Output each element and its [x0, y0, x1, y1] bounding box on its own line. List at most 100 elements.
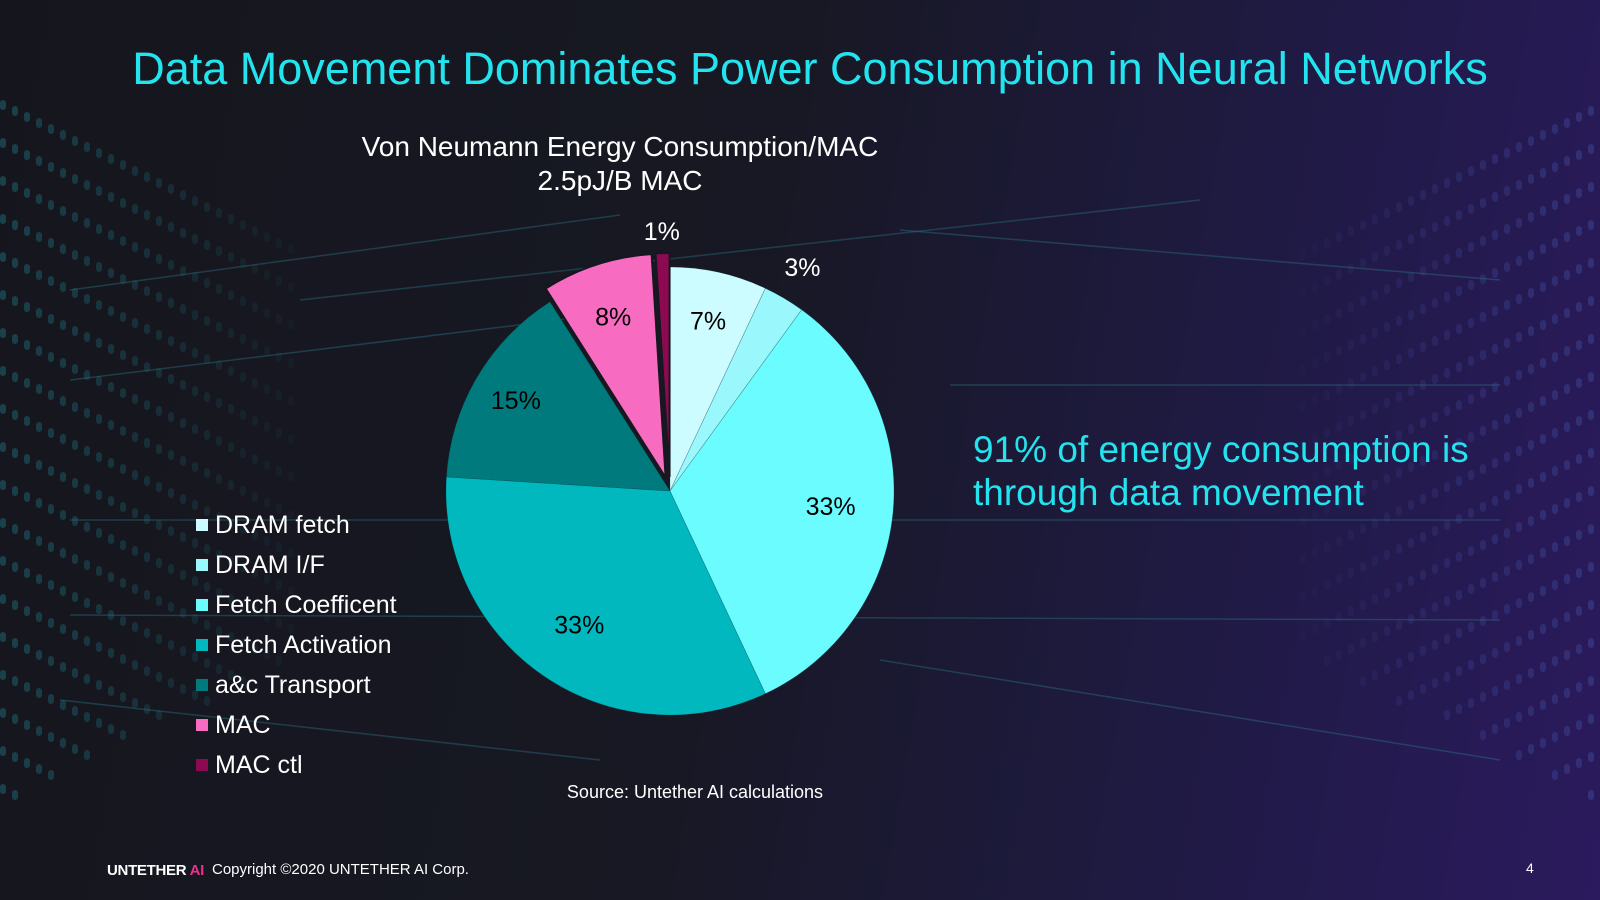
background-dot	[168, 184, 174, 194]
background-dot	[1552, 428, 1558, 438]
background-dot	[120, 616, 126, 626]
background-dot	[48, 580, 54, 590]
background-dot	[1420, 646, 1426, 656]
background-dot	[132, 318, 138, 328]
background-dot	[1300, 440, 1306, 450]
background-dot	[12, 676, 18, 686]
background-dot	[1516, 446, 1522, 456]
background-dot	[120, 426, 126, 436]
background-dot	[240, 410, 246, 420]
background-dot	[96, 376, 102, 386]
background-dot	[1504, 680, 1510, 690]
background-dot	[1408, 462, 1414, 472]
background-dot	[1456, 248, 1462, 258]
background-dot	[228, 214, 234, 224]
background-dot	[84, 294, 90, 304]
background-dot	[1312, 282, 1318, 292]
background-line	[69, 214, 621, 291]
background-dot	[1456, 362, 1462, 372]
legend-item: DRAM I/F	[196, 545, 397, 585]
background-dot	[60, 396, 66, 406]
background-dot	[264, 612, 270, 622]
background-dot	[60, 472, 66, 482]
background-dot	[1444, 482, 1450, 492]
background-dot	[1552, 390, 1558, 400]
background-dot	[1504, 604, 1510, 614]
background-dot	[156, 596, 162, 606]
background-dot	[1360, 524, 1366, 534]
background-dot	[192, 234, 198, 244]
background-dot	[120, 502, 126, 512]
background-dot	[60, 130, 66, 140]
background-dot	[156, 178, 162, 188]
background-line	[879, 659, 1501, 761]
background-dot	[0, 670, 6, 680]
background-dot	[48, 656, 54, 666]
background-dot	[72, 174, 78, 184]
background-dot	[1432, 298, 1438, 308]
background-dot	[1408, 272, 1414, 282]
background-dot	[84, 370, 90, 380]
background-dot	[1360, 258, 1366, 268]
background-dot	[132, 356, 138, 366]
background-dot	[264, 536, 270, 546]
background-dot	[132, 508, 138, 518]
background-dot	[1540, 434, 1546, 444]
background-dot	[192, 272, 198, 282]
background-dot	[12, 638, 18, 648]
legend-label: MAC	[215, 711, 271, 739]
background-dot	[1576, 720, 1582, 730]
background-dot	[1564, 498, 1570, 508]
background-dot	[228, 632, 234, 642]
background-dot	[48, 542, 54, 552]
background-dot	[96, 528, 102, 538]
background-dot	[264, 574, 270, 584]
background-dot	[120, 274, 126, 284]
background-dot	[1552, 542, 1558, 552]
background-dot	[1396, 316, 1402, 326]
background-dot	[204, 582, 210, 592]
background-dot	[1348, 606, 1354, 616]
background-dot	[1444, 558, 1450, 568]
background-dot	[192, 310, 198, 320]
background-dot	[228, 556, 234, 566]
background-dot	[1468, 432, 1474, 442]
background-dot	[84, 446, 90, 456]
background-dot	[144, 362, 150, 372]
background-dot	[216, 512, 222, 522]
background-dot	[48, 390, 54, 400]
background-dot	[1492, 192, 1498, 202]
background-dot	[168, 640, 174, 650]
background-dot	[1300, 478, 1306, 488]
background-dot	[1528, 630, 1534, 640]
background-dot	[108, 344, 114, 354]
chart-legend: DRAM fetch DRAM I/F Fetch Coefficent Fet…	[196, 505, 397, 785]
background-dot	[288, 510, 294, 520]
background-dot	[60, 662, 66, 672]
background-dot	[1312, 358, 1318, 368]
background-dot	[96, 680, 102, 690]
background-dot	[1468, 394, 1474, 404]
background-dot	[168, 526, 174, 536]
background-dot	[264, 422, 270, 432]
legend-swatch	[196, 559, 208, 571]
background-dot	[36, 232, 42, 242]
background-dot	[0, 442, 6, 452]
background-dot	[1492, 344, 1498, 354]
background-dot	[132, 204, 138, 214]
background-dot	[24, 492, 30, 502]
background-dot	[1432, 678, 1438, 688]
background-dot	[168, 298, 174, 308]
background-dot	[12, 296, 18, 306]
background-dot	[48, 238, 54, 248]
background-dot	[36, 612, 42, 622]
background-dot	[192, 386, 198, 396]
background-dot	[120, 236, 126, 246]
background-dot	[1444, 672, 1450, 682]
background-dot	[1444, 406, 1450, 416]
background-dot	[192, 424, 198, 434]
background-dot	[1552, 732, 1558, 742]
background-dot	[1348, 492, 1354, 502]
background-dot	[288, 282, 294, 292]
background-dot	[132, 242, 138, 252]
